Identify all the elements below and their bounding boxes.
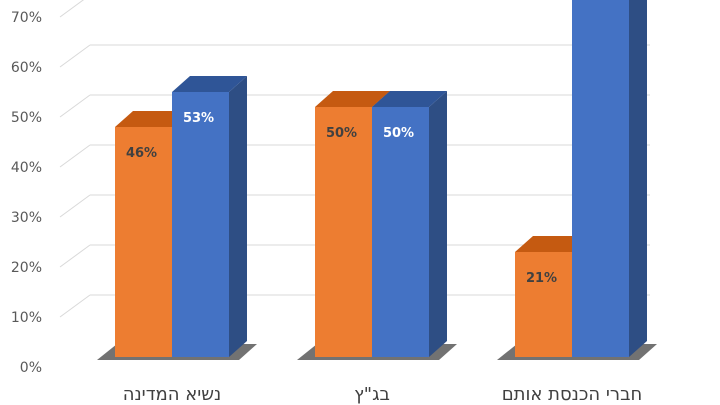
- gridline-slant: [59, 294, 91, 318]
- gridline-slant: [59, 94, 91, 118]
- y-tick-label: 60%: [11, 60, 42, 76]
- bar-top: [115, 111, 190, 127]
- bar-top: [515, 236, 590, 252]
- bar: [172, 76, 247, 357]
- gridline-slant: [59, 194, 91, 218]
- data-label: 21%: [526, 271, 557, 286]
- x-category-label: נשיא המדינה: [123, 384, 222, 405]
- data-label: 50%: [383, 126, 414, 141]
- bar-side: [429, 91, 447, 357]
- y-tick-label: 70%: [11, 10, 42, 26]
- bar: [572, 0, 647, 357]
- y-tick-label: 30%: [11, 210, 42, 226]
- gridline-slant: [59, 0, 85, 18]
- bar-top: [372, 91, 447, 107]
- y-tick-label: 50%: [11, 110, 42, 126]
- y-axis-ticks: 0% 10% 20% 30% 40% 50% 60% 70%: [11, 10, 42, 376]
- y-tick-label: 20%: [11, 260, 42, 276]
- bar-top: [315, 91, 390, 107]
- bar-front: [515, 252, 572, 357]
- gridline-slant: [59, 44, 91, 68]
- bar-front: [572, 0, 629, 357]
- x-category-label: חברי הכנסת אותם: [502, 384, 643, 405]
- x-category-label: בג"ץ: [354, 384, 390, 405]
- data-label: 50%: [326, 126, 357, 141]
- data-labels: 46% 53% 50% 50% 21%: [126, 111, 557, 286]
- bar-front: [172, 92, 229, 357]
- bar-front: [115, 127, 172, 357]
- data-label: 53%: [183, 111, 214, 126]
- bar-side: [229, 76, 247, 357]
- bar-top: [172, 76, 247, 92]
- bars: [115, 0, 647, 357]
- data-label: 46%: [126, 146, 157, 161]
- y-tick-label: 40%: [11, 160, 42, 176]
- gridline-slant: [59, 244, 91, 268]
- gridline-slant: [59, 144, 91, 168]
- bar-front: [315, 107, 372, 357]
- bar-front: [372, 107, 429, 357]
- bar-side: [629, 0, 647, 357]
- y-tick-label: 10%: [11, 310, 42, 326]
- bar: [372, 91, 447, 357]
- x-axis-categories: נשיא המדינה בג"ץ חברי הכנסת אותם: [123, 384, 643, 405]
- y-tick-label: 0%: [20, 360, 42, 376]
